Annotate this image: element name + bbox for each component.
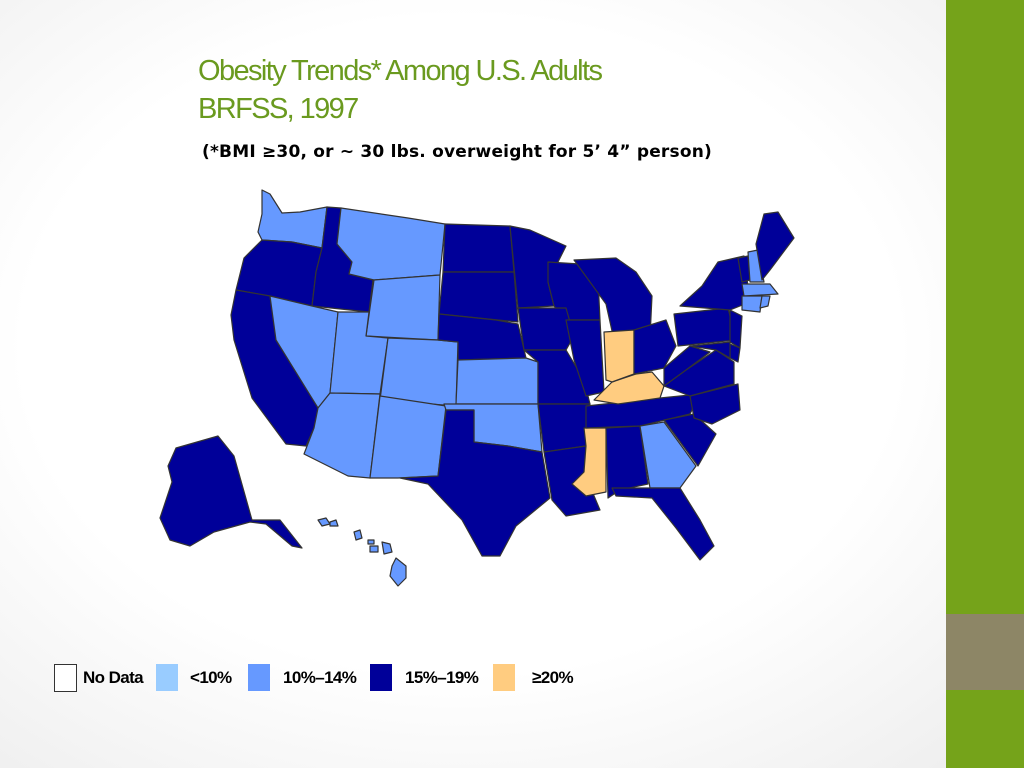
state-WY [365,274,441,341]
state-OH [633,319,677,375]
state-AK [159,435,303,549]
sidebar-band [946,614,1024,690]
us-map [159,189,795,587]
state-IA [517,307,575,351]
state-MA [741,283,779,297]
state-ME [755,211,795,281]
state-FL [611,487,715,561]
legend-swatch-ge20 [493,664,515,691]
state-ND [442,223,515,273]
legend-label-15-19: 15%–19% [405,668,479,687]
state-WV [663,345,711,387]
state-NM [369,395,447,479]
slide-title: Obesity Trends* Among U.S. Adults BRFSS,… [198,52,603,128]
legend-label-10-14: 10%–14% [283,668,357,687]
state-AR [537,403,591,453]
state-SD [438,271,519,323]
title-line-1: Obesity Trends* Among U.S. Adults [198,55,603,87]
state-NC [689,383,741,425]
state-GA [639,421,697,489]
state-TX [399,409,551,557]
state-MI [573,257,653,341]
legend-swatch-15-19 [370,664,392,691]
state-KY [593,371,665,405]
state-IL [565,319,605,397]
state-RI [759,295,771,309]
legend-swatch-10-14 [248,664,270,691]
legend-swatch-no-data [54,664,77,692]
title-line-2: BRFSS, 1997 [198,93,359,125]
legend-label-ge20: ≥20% [532,668,574,687]
legend-label-lt10: <10% [190,668,232,687]
legend-label-no-data: No Data [83,668,144,687]
state-CO [379,337,459,407]
state-WA [257,189,328,249]
state-IN [603,329,635,383]
state-PA [673,307,737,347]
state-KS [455,357,539,405]
state-NJ [729,309,743,349]
state-HI [317,517,407,587]
legend-swatch-lt10 [156,664,178,691]
slide-subtitle: (*BMI ≥30, or ~ 30 lbs. overweight for 5… [202,142,712,162]
state-MD [689,341,731,359]
state-NH [747,249,765,283]
state-SC [663,413,717,467]
state-CT [741,295,763,313]
state-MT [336,207,446,281]
